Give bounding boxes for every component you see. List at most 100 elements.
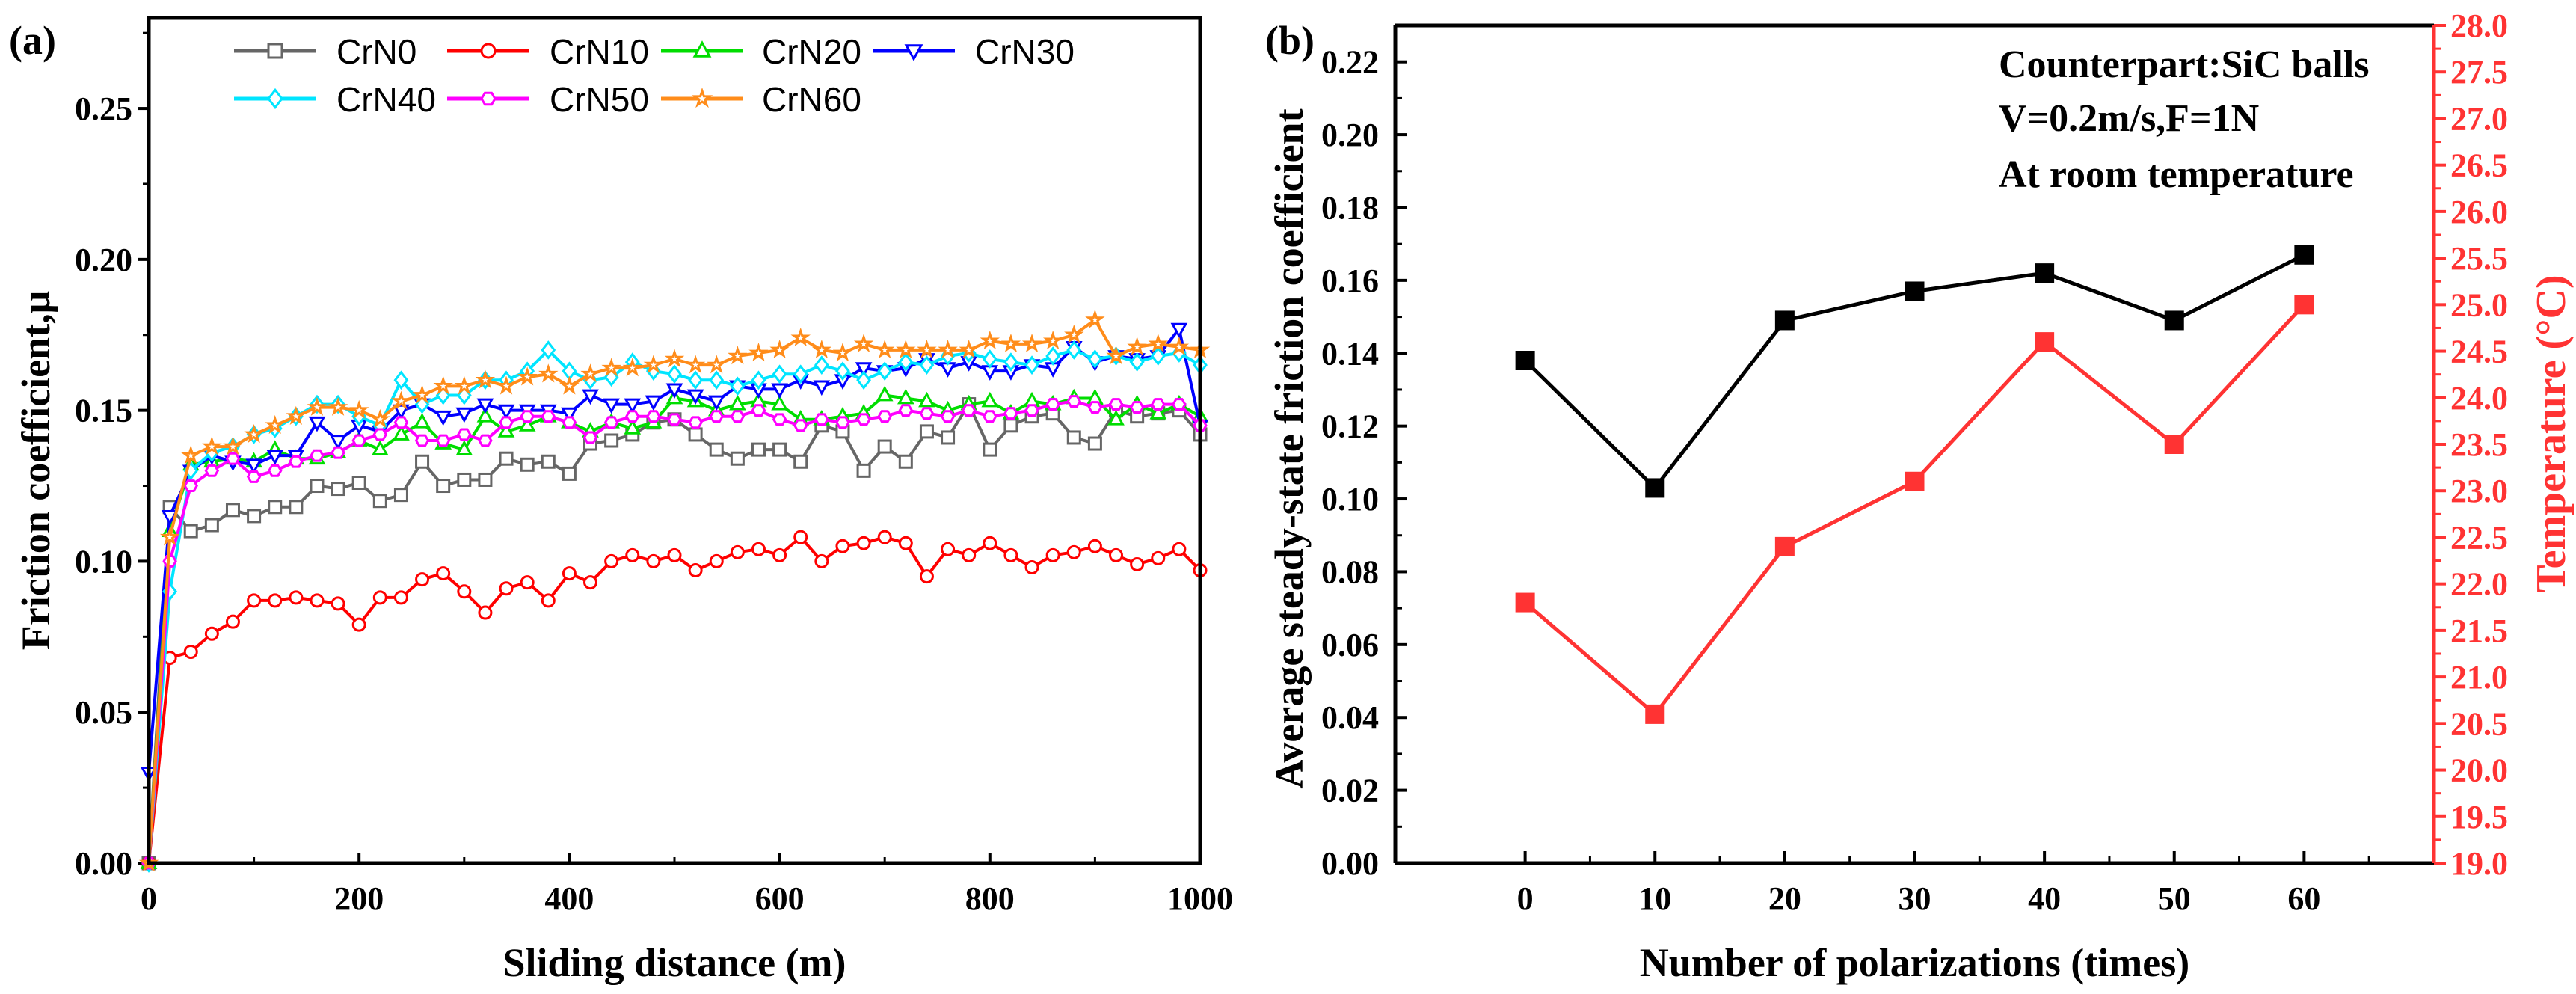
data-point-crn50 [267,464,283,477]
data-point-crn10 [919,569,934,584]
x-tick-label: 400 [544,880,594,917]
y2-tick-label: 26.5 [2450,147,2508,184]
data-point-crn30 [245,458,262,474]
data-point-crn0 [204,518,219,533]
y2-tick-label: 19.5 [2450,799,2508,835]
y2-tick-label: 23.5 [2450,426,2508,463]
x-tick-label: 20 [1768,880,1801,917]
data-point-crn40 [856,370,871,390]
data-point-crn40 [898,352,914,372]
y-tick-label: 0.14 [1321,335,1379,372]
data-point-crn60 [370,408,390,428]
data-point-crn20 [918,391,935,408]
data-point-crn60 [748,343,769,362]
data-point-crn50 [730,410,746,423]
data-point-crn60 [790,327,811,347]
data-point-crn60 [853,333,874,353]
y2-tick-label: 25.5 [2450,240,2508,277]
y-tick-label: 0.00 [75,845,132,882]
hexagon-marker [480,91,497,106]
x-tick-label: 40 [2028,880,2061,917]
data-point-crn0 [1003,418,1018,433]
data-point-crn40 [1129,352,1145,372]
data-point-crn60 [874,340,895,359]
data-point-temperature [2294,295,2314,315]
x-tick-label: 600 [755,880,805,917]
legend-item: CrN60 [661,80,861,119]
series-group [138,309,1211,873]
data-point-crn0 [709,442,724,457]
data-point-crn60 [1106,346,1126,365]
data-point-crn50 [709,410,724,423]
data-point-crn60 [832,343,853,362]
data-point-crn10 [541,593,556,608]
data-point-crn0 [919,424,934,439]
data-point-crn50 [1066,395,1082,408]
data-point-crn60 [348,399,369,419]
panel-a: (a) 0.00 0.05 0.10 0.15 0.20 0.25 0 200 400 600 800… [9,16,1233,985]
data-point-crn10 [898,536,913,550]
data-point-crn40 [919,355,935,375]
data-point-crn60 [517,366,538,386]
data-point-crn30 [476,398,494,414]
data-point-crn10 [983,536,997,550]
y-tick-label: 0.06 [1321,627,1379,663]
data-point-crn10 [877,530,892,544]
data-point-crn20 [393,425,410,441]
x-tick-label: 60 [2287,880,2320,917]
data-point-crn50 [1151,398,1166,411]
data-point-crn60 [244,424,264,444]
data-point-crn60 [538,363,559,383]
data-point-crn60 [496,375,517,395]
y2-tick-label: 19.0 [2450,845,2508,882]
data-point-crn60 [1042,330,1063,350]
y2-tick-label: 22.5 [2450,519,2508,556]
data-point-crn30 [582,389,599,405]
data-point-crn50 [331,446,345,459]
data-point-crn60 [223,436,243,455]
data-point-crn40 [1003,352,1018,372]
y-tick-label: 0.22 [1321,44,1379,81]
data-point-crn0 [898,454,913,469]
data-point-crn50 [1087,401,1103,414]
series-line-crn20 [147,393,1201,864]
data-point-crn60 [769,340,790,359]
data-point-crn30 [266,450,284,465]
data-point-crn0 [351,476,366,490]
data-point-crn0 [268,500,283,515]
data-point-crn40 [1150,346,1166,366]
series-line-crn40 [147,348,1201,864]
data-point-temperature [1774,536,1795,556]
legend-label: CrN50 [550,80,649,119]
data-point-crn20 [476,407,494,423]
data-point-crn10 [1003,547,1018,562]
data-point-crn30 [686,389,704,405]
legend-label: CrN20 [762,32,861,71]
data-point-crn50 [751,404,766,417]
data-point-crn60 [728,346,748,365]
data-point-crn50 [835,416,850,429]
data-point-crn60 [1064,324,1084,343]
data-point-crn60 [307,396,328,416]
data-point-crn50 [289,455,304,468]
data-point-crn10 [499,581,514,596]
data-point-crn40 [1024,355,1039,375]
panel-label: (b) [1265,18,1315,63]
series-line-crn50 [147,399,1202,864]
legend-item: CrN0 [234,32,416,71]
y-tick-label: 0.10 [1321,481,1379,518]
y-tick-label: 0.16 [1321,263,1379,299]
plot-frame [147,16,1202,865]
data-point-crn40 [814,355,829,375]
data-point-crn10 [520,575,535,590]
data-point-crn60 [265,414,285,435]
data-point-crn50 [204,464,220,477]
data-point-crn60 [475,369,496,389]
data-point-crn10 [814,553,829,568]
data-point-crn10 [688,563,703,578]
data-point-crn0 [372,494,387,509]
data-point-temperature [1905,471,1925,491]
series-line-temperature [1523,303,2306,717]
data-point-crn0 [1066,430,1081,445]
